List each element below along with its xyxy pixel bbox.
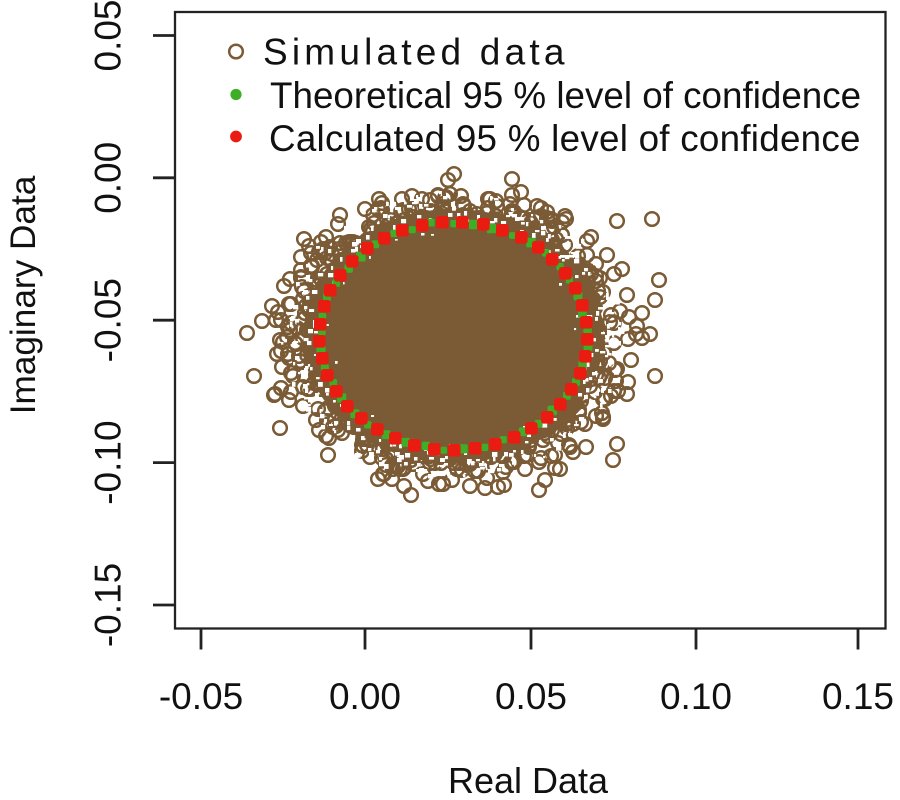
svg-text:0.15: 0.15 [822, 676, 894, 717]
svg-text:0.00: 0.00 [88, 142, 129, 214]
svg-text:-0.10: -0.10 [88, 420, 129, 504]
svg-text:-0.15: -0.15 [88, 563, 129, 647]
svg-text:Theoretical 95 % level of conf: Theoretical 95 % level of confidence [270, 75, 861, 116]
svg-text:Imaginary Data: Imaginary Data [4, 175, 43, 414]
svg-text:-0.05: -0.05 [88, 278, 129, 362]
svg-text:0.05: 0.05 [88, 0, 129, 72]
svg-text:0.10: 0.10 [660, 676, 732, 717]
svg-text:-0.05: -0.05 [159, 676, 243, 717]
svg-text:0.00: 0.00 [329, 676, 401, 717]
svg-text:Calculated 95 % level of confi: Calculated 95 % level of confidence [269, 118, 861, 159]
svg-text:Simulated data: Simulated data [263, 32, 569, 73]
svg-text:0.05: 0.05 [495, 676, 567, 717]
svg-text:Real Data: Real Data [448, 760, 609, 800]
